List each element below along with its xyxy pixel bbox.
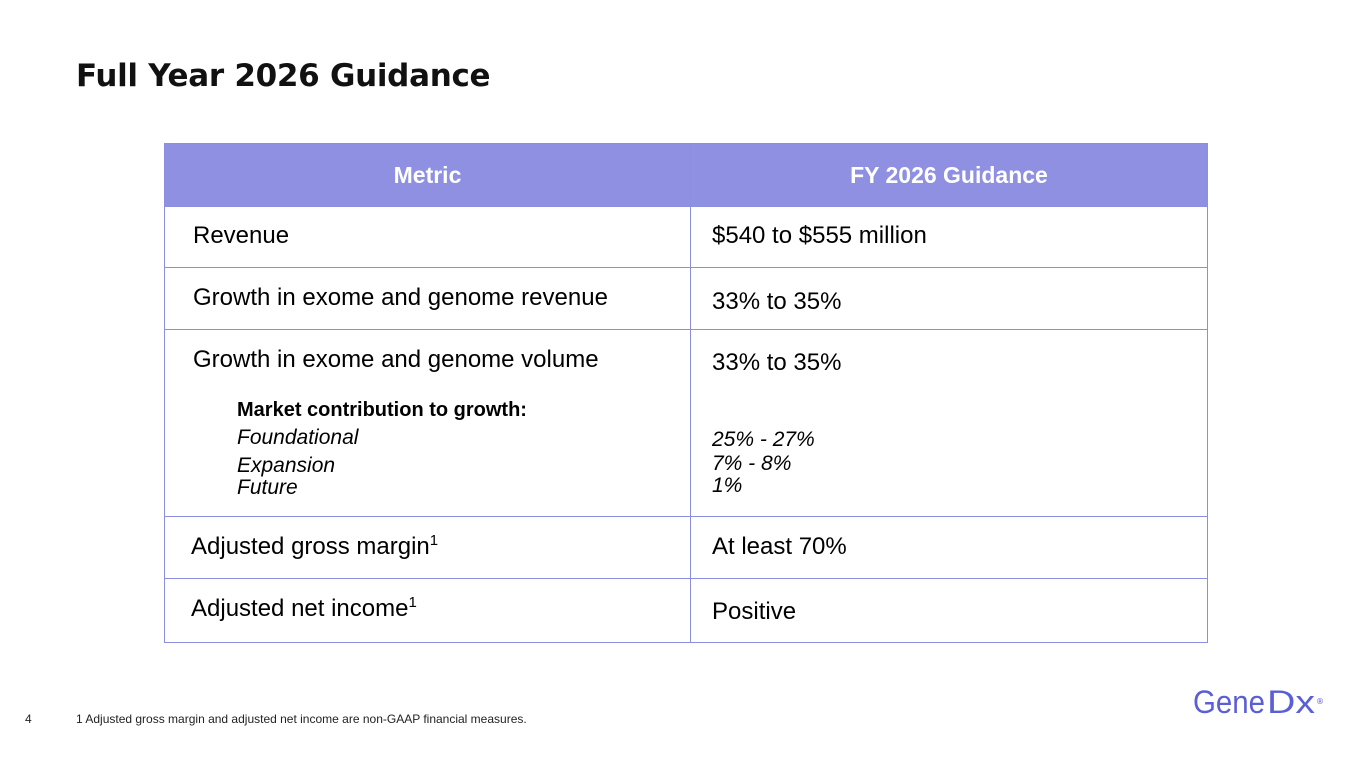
guidance-cell: At least 70% [690,516,1208,579]
slide-title: Full Year 2026 Guidance [76,58,491,94]
guidance-adjusted-gross-margin: At least 70% [712,533,847,560]
footnote-marker: 1 [408,594,417,611]
guidance-exome-genome-revenue: 33% to 35% [712,288,842,315]
metric-cell: Adjusted net income1 [164,578,691,643]
metric-adjusted-net-income-label: Adjusted net income [191,595,409,622]
contribution-value-future: 1% [712,474,743,497]
guidance-exome-genome-volume: 33% to 35% [712,349,842,376]
guidance-adjusted-net-income: Positive [712,598,797,625]
logo-registered-mark: ® [1316,697,1323,706]
metric-exome-genome-revenue: Growth in exome and genome revenue [193,284,608,311]
header-metric: Metric [164,143,691,207]
table-row: Growth in exome and genome volume Market… [164,329,1208,517]
guidance-revenue: $540 to $555 million [712,222,927,249]
metric-cell: Growth in exome and genome volume Market… [164,329,691,517]
guidance-cell: $540 to $555 million [690,206,1208,268]
header-fy-2026-guidance: FY 2026 Guidance [690,143,1208,207]
contribution-value-foundational: 25% - 27% [712,428,815,451]
footnote-marker: 1 [429,532,439,549]
table-row: Growth in exome and genome revenue 33% t… [164,267,1208,330]
logo-text-dx: Dx [1267,684,1315,720]
logo-text-gene: Gene [1193,684,1265,720]
guidance-table: Metric FY 2026 Guidance Revenue $540 to … [164,143,1208,643]
table-header-row: Metric FY 2026 Guidance [164,143,1208,207]
metric-cell: Adjusted gross margin1 [164,516,691,579]
contribution-label-future: Future [237,476,298,499]
contribution-label-foundational: Foundational [237,426,359,449]
table-row: Revenue $540 to $555 million [164,206,1208,268]
contribution-value-expansion: 7% - 8% [712,452,792,475]
metric-adjusted-gross-margin-label: Adjusted gross margin [191,533,430,560]
guidance-cell: 33% to 35% [690,267,1208,330]
genedx-logo: Gene Dx ® [1193,684,1323,720]
metric-cell: Revenue [164,206,691,268]
metric-adjusted-gross-margin: Adjusted gross margin1 [191,533,438,561]
table-row: Adjusted net income1 Positive [164,578,1208,643]
metric-exome-genome-volume: Growth in exome and genome volume [193,346,599,373]
market-contribution-heading: Market contribution to growth: [237,399,527,421]
guidance-cell: 33% to 35% 25% - 27% 7% - 8% 1% [690,329,1208,517]
metric-cell: Growth in exome and genome revenue [164,267,691,330]
guidance-cell: Positive [690,578,1208,643]
table-row: Adjusted gross margin1 At least 70% [164,516,1208,579]
footnote: 1 Adjusted gross margin and adjusted net… [76,712,527,726]
metric-revenue: Revenue [193,222,290,249]
page-number: 4 [25,712,32,726]
contribution-label-expansion: Expansion [237,454,336,477]
metric-adjusted-net-income: Adjusted net income1 [191,595,417,623]
